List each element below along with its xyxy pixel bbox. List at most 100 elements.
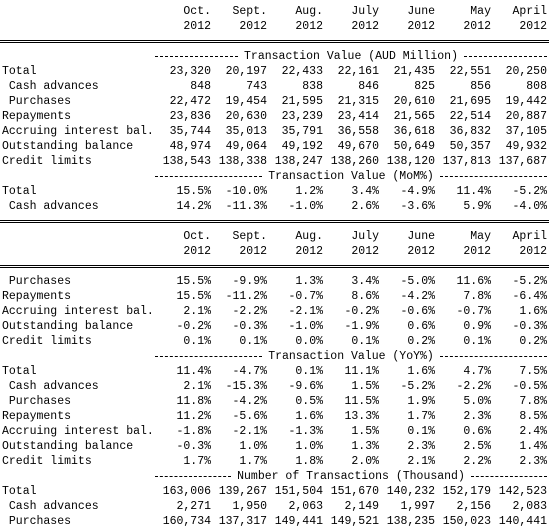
section-title: Transaction Value (AUD Million) [244, 50, 458, 63]
value-cell: 2,083 [512, 500, 547, 513]
row-label: Cash advances [2, 80, 99, 93]
month: July [351, 5, 379, 18]
dash-rule [155, 56, 239, 57]
value-cell: 1.6% [295, 410, 323, 423]
double-rule [0, 259, 551, 274]
value-cell: 0.1% [407, 425, 435, 438]
table-row: Total 163,006 139,267 151,504 151,670 140,232… [0, 484, 551, 499]
month: May [470, 5, 491, 18]
value-cell: -1.3% [288, 425, 323, 438]
row-label: Repayments [2, 410, 72, 423]
year: 2012 [183, 245, 211, 258]
value-cell: 825 [414, 80, 435, 93]
dash-rule [155, 176, 263, 177]
value-cell: 0.6% [463, 425, 491, 438]
value-cell: 4.7% [463, 365, 491, 378]
section-title: Transaction Value (MoM%) [268, 170, 434, 183]
value-cell: 11.4% [456, 185, 491, 198]
value-cell: 138,247 [274, 155, 323, 168]
value-cell: 2.1% [183, 380, 211, 393]
value-cell: 0.0% [295, 335, 323, 348]
value-cell: 49,064 [225, 140, 267, 153]
dash-rule [155, 476, 232, 477]
value-cell: 2.5% [463, 440, 491, 453]
value-cell: -11.3% [225, 200, 267, 213]
value-cell: 35,744 [169, 125, 211, 138]
value-cell: 5.0% [463, 395, 491, 408]
value-cell: 20,610 [393, 95, 435, 108]
value-cell: 1.3% [295, 275, 323, 288]
year: 2012 [519, 20, 547, 33]
value-cell: -2.1% [232, 425, 267, 438]
row-label: Accruing interest bal. [2, 305, 154, 318]
value-cell: -9.9% [232, 275, 267, 288]
value-cell: 0.1% [183, 335, 211, 348]
row-label: Total [2, 365, 37, 378]
year: 2012 [239, 20, 267, 33]
value-cell: 0.1% [351, 335, 379, 348]
value-cell: -5.2% [512, 185, 547, 198]
value-cell: 139,267 [218, 485, 267, 498]
month: May [470, 230, 491, 243]
value-cell: 138,543 [162, 155, 211, 168]
value-cell: 2.1% [183, 305, 211, 318]
value-cell: -2.1% [288, 305, 323, 318]
value-cell: 11.1% [344, 365, 379, 378]
row-label: Total [2, 185, 37, 198]
value-cell: 8.5% [519, 410, 547, 423]
value-cell: 1.8% [295, 455, 323, 468]
value-cell: 50,649 [393, 140, 435, 153]
value-cell: 140,232 [386, 485, 435, 498]
row-label: Repayments [2, 290, 72, 303]
value-cell: 7.5% [519, 365, 547, 378]
value-cell: 150,023 [442, 515, 491, 528]
row-label: Credit limits [2, 155, 92, 168]
section-title-line: Number of Transactions (Thousand) [0, 469, 551, 484]
value-cell: 37,105 [505, 125, 547, 138]
value-cell: 856 [470, 80, 491, 93]
value-cell: 21,435 [393, 65, 435, 78]
value-cell: 21,315 [337, 95, 379, 108]
value-cell: -5.0% [400, 275, 435, 288]
rule [0, 40, 549, 43]
row-label: Accruing interest bal. [2, 425, 154, 438]
value-cell: 1.4% [519, 440, 547, 453]
value-cell: 0.1% [295, 365, 323, 378]
value-cell: 2.4% [519, 425, 547, 438]
month: April [512, 5, 547, 18]
value-cell: 838 [302, 80, 323, 93]
table-row: Purchases 11.8% -4.2% 0.5% 11.5% 1.9% 5.0% 7.8% [0, 394, 551, 409]
table-row: Repayments 15.5% -11.2% -0.7% 8.6% -4.2% 7.8% -… [0, 289, 551, 304]
value-cell: 14.2% [176, 200, 211, 213]
value-cell: 2.0% [351, 455, 379, 468]
value-cell: 140,441 [498, 515, 547, 528]
value-cell: 20,630 [225, 110, 267, 123]
value-cell: 19,442 [505, 95, 547, 108]
section-divider: Number of Transactions (Thousand) [155, 469, 547, 484]
value-cell: -10.0% [225, 185, 267, 198]
value-cell: -5.2% [400, 380, 435, 393]
value-cell: 1.5% [351, 380, 379, 393]
value-cell: -2.2% [232, 305, 267, 318]
value-cell: 2.6% [351, 200, 379, 213]
value-cell: 0.6% [407, 320, 435, 333]
row-label: Purchases [2, 395, 72, 408]
value-cell: -1.9% [344, 320, 379, 333]
table-row: Credit limits 0.1% 0.1% 0.0% 0.1% 0.2% 0.1% 0.2… [0, 334, 551, 349]
year: 2012 [295, 245, 323, 258]
value-cell: 35,013 [225, 125, 267, 138]
value-cell: -4.2% [232, 395, 267, 408]
row-label: Accruing interest bal. [2, 125, 154, 138]
value-cell: -0.2% [344, 305, 379, 318]
value-cell: 138,235 [386, 515, 435, 528]
value-cell: 11.6% [456, 275, 491, 288]
value-cell: 15.5% [176, 290, 211, 303]
value-cell: 1.5% [351, 425, 379, 438]
value-cell: 13.3% [344, 410, 379, 423]
value-cell: 138,260 [330, 155, 379, 168]
value-cell: 151,670 [330, 485, 379, 498]
row-label: Purchases [2, 95, 72, 108]
value-cell: 36,618 [393, 125, 435, 138]
value-cell: 50,357 [449, 140, 491, 153]
